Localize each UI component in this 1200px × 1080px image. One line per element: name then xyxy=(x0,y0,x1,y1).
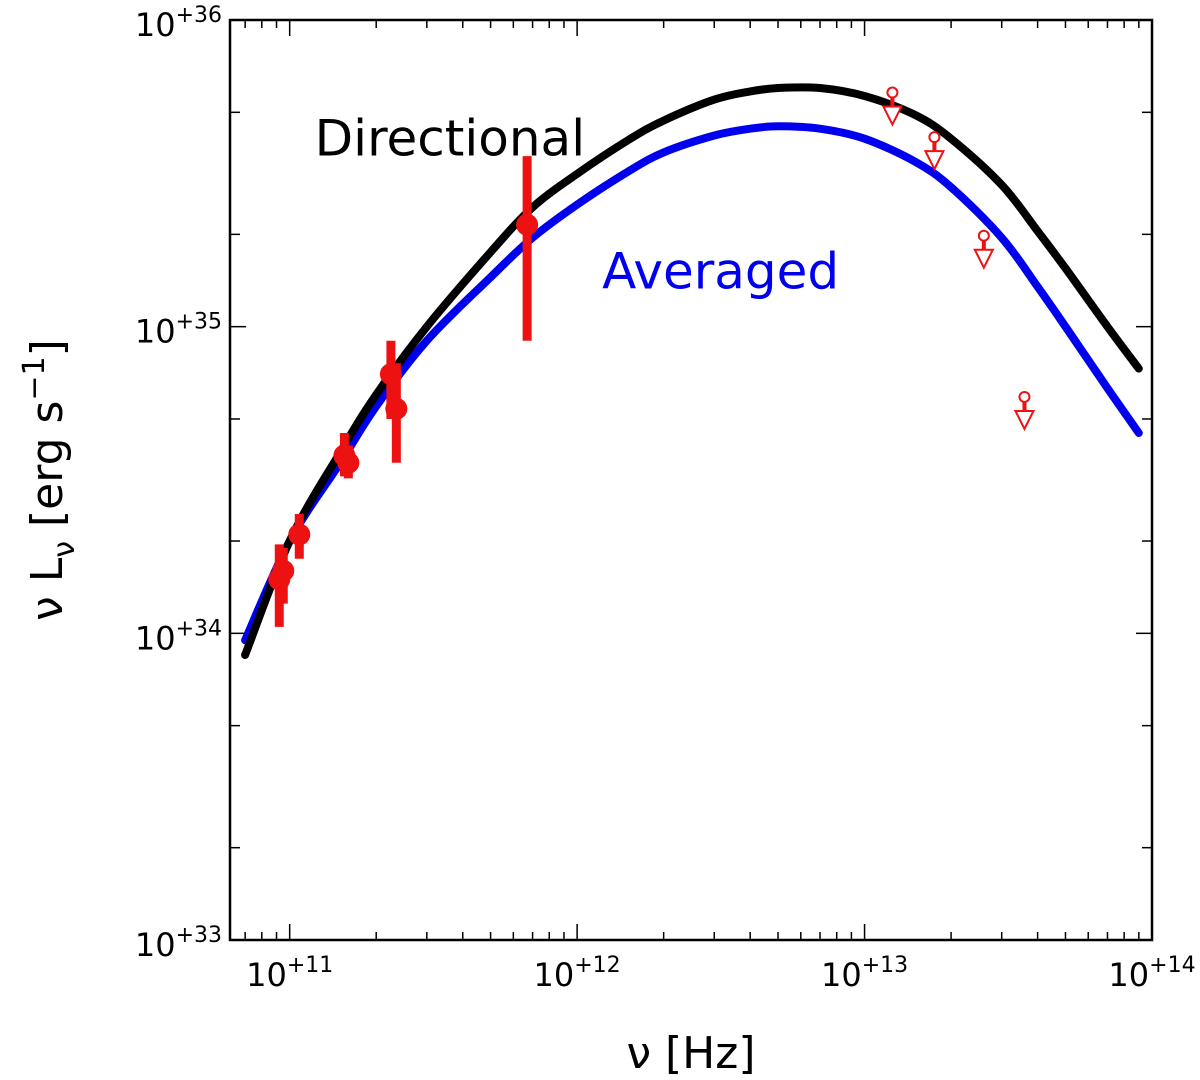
annotation-directional: Directional xyxy=(315,110,585,168)
plot-frame xyxy=(228,18,1154,942)
x-tick-label-exp: +12 xyxy=(574,953,620,978)
y-tick-label-base: 10 xyxy=(135,313,176,351)
x-tick-label-base: 10 xyxy=(246,956,287,994)
y-tick-label-exp: +35 xyxy=(176,310,222,335)
upper-limit-arrow xyxy=(973,248,995,270)
y-tick-label-exp: +34 xyxy=(176,616,222,641)
series-directional xyxy=(241,83,1143,659)
y-tick-label-base: 10 xyxy=(135,6,176,44)
upper-limit-arrow xyxy=(881,105,904,127)
data-points xyxy=(268,156,539,627)
upper-limit-circle xyxy=(886,86,899,99)
y-axis-label-unit-exp: −1 xyxy=(17,356,52,400)
y-tick-label-exp: +33 xyxy=(176,923,222,948)
y-tick-label: 10+35 xyxy=(135,310,222,351)
model-curves xyxy=(241,83,1143,659)
minor-ticks xyxy=(230,20,1152,940)
data-point xyxy=(516,213,539,236)
y-tick-label-base: 10 xyxy=(135,619,176,657)
upper-limit-arrow xyxy=(923,150,946,172)
data-point xyxy=(379,363,402,386)
upper-limit xyxy=(923,131,946,172)
x-tick-label-base: 10 xyxy=(821,956,862,994)
series-averaged xyxy=(241,122,1143,645)
y-axis-label: ν Lν [erg s−1] xyxy=(17,339,82,621)
upper-limit xyxy=(881,86,904,127)
x-tick-label-exp: +11 xyxy=(287,953,333,978)
annotation-averaged: Averaged xyxy=(602,242,839,300)
x-tick-label-exp: +13 xyxy=(862,953,908,978)
upper-limit-circle xyxy=(1018,390,1031,403)
y-tick-label: 10+33 xyxy=(135,923,222,964)
y-tick-label-exp: +36 xyxy=(176,3,222,28)
x-tick-label-base: 10 xyxy=(534,956,575,994)
y-axis-label-main: ν L xyxy=(22,557,73,621)
data-point xyxy=(337,451,360,474)
x-axis-label: ν [Hz] xyxy=(626,1028,755,1079)
x-tick-label-base: 10 xyxy=(1108,956,1149,994)
upper-limit xyxy=(1013,390,1036,432)
annotations: Directional Averaged xyxy=(315,110,840,301)
upper-limit-circle xyxy=(928,131,941,144)
data-point xyxy=(272,559,295,582)
data-point xyxy=(288,523,311,546)
data-point xyxy=(385,397,408,420)
y-axis-label-sub: ν xyxy=(47,541,82,558)
y-tick-label: 10+34 xyxy=(135,616,222,657)
x-tick-label: 10+14 xyxy=(1108,953,1195,994)
upper-limit xyxy=(973,229,995,270)
upper-limit-circle xyxy=(977,229,990,242)
x-tick-label-exp: +14 xyxy=(1149,953,1195,978)
y-axis-label-unit-close: ] xyxy=(22,339,73,356)
y-tick-label: 10+36 xyxy=(135,3,222,44)
x-tick-label: 10+11 xyxy=(246,953,333,994)
x-tick-label: 10+13 xyxy=(821,953,908,994)
y-axis-label-unit: [erg s xyxy=(22,401,73,541)
upper-limit-arrow xyxy=(1013,409,1036,432)
x-tick-labels: 10+11 10+12 10+13 10+14 xyxy=(246,953,1195,994)
x-tick-label: 10+12 xyxy=(534,953,621,994)
upper-limit-markers xyxy=(881,86,1036,432)
y-tick-label-base: 10 xyxy=(135,926,176,964)
